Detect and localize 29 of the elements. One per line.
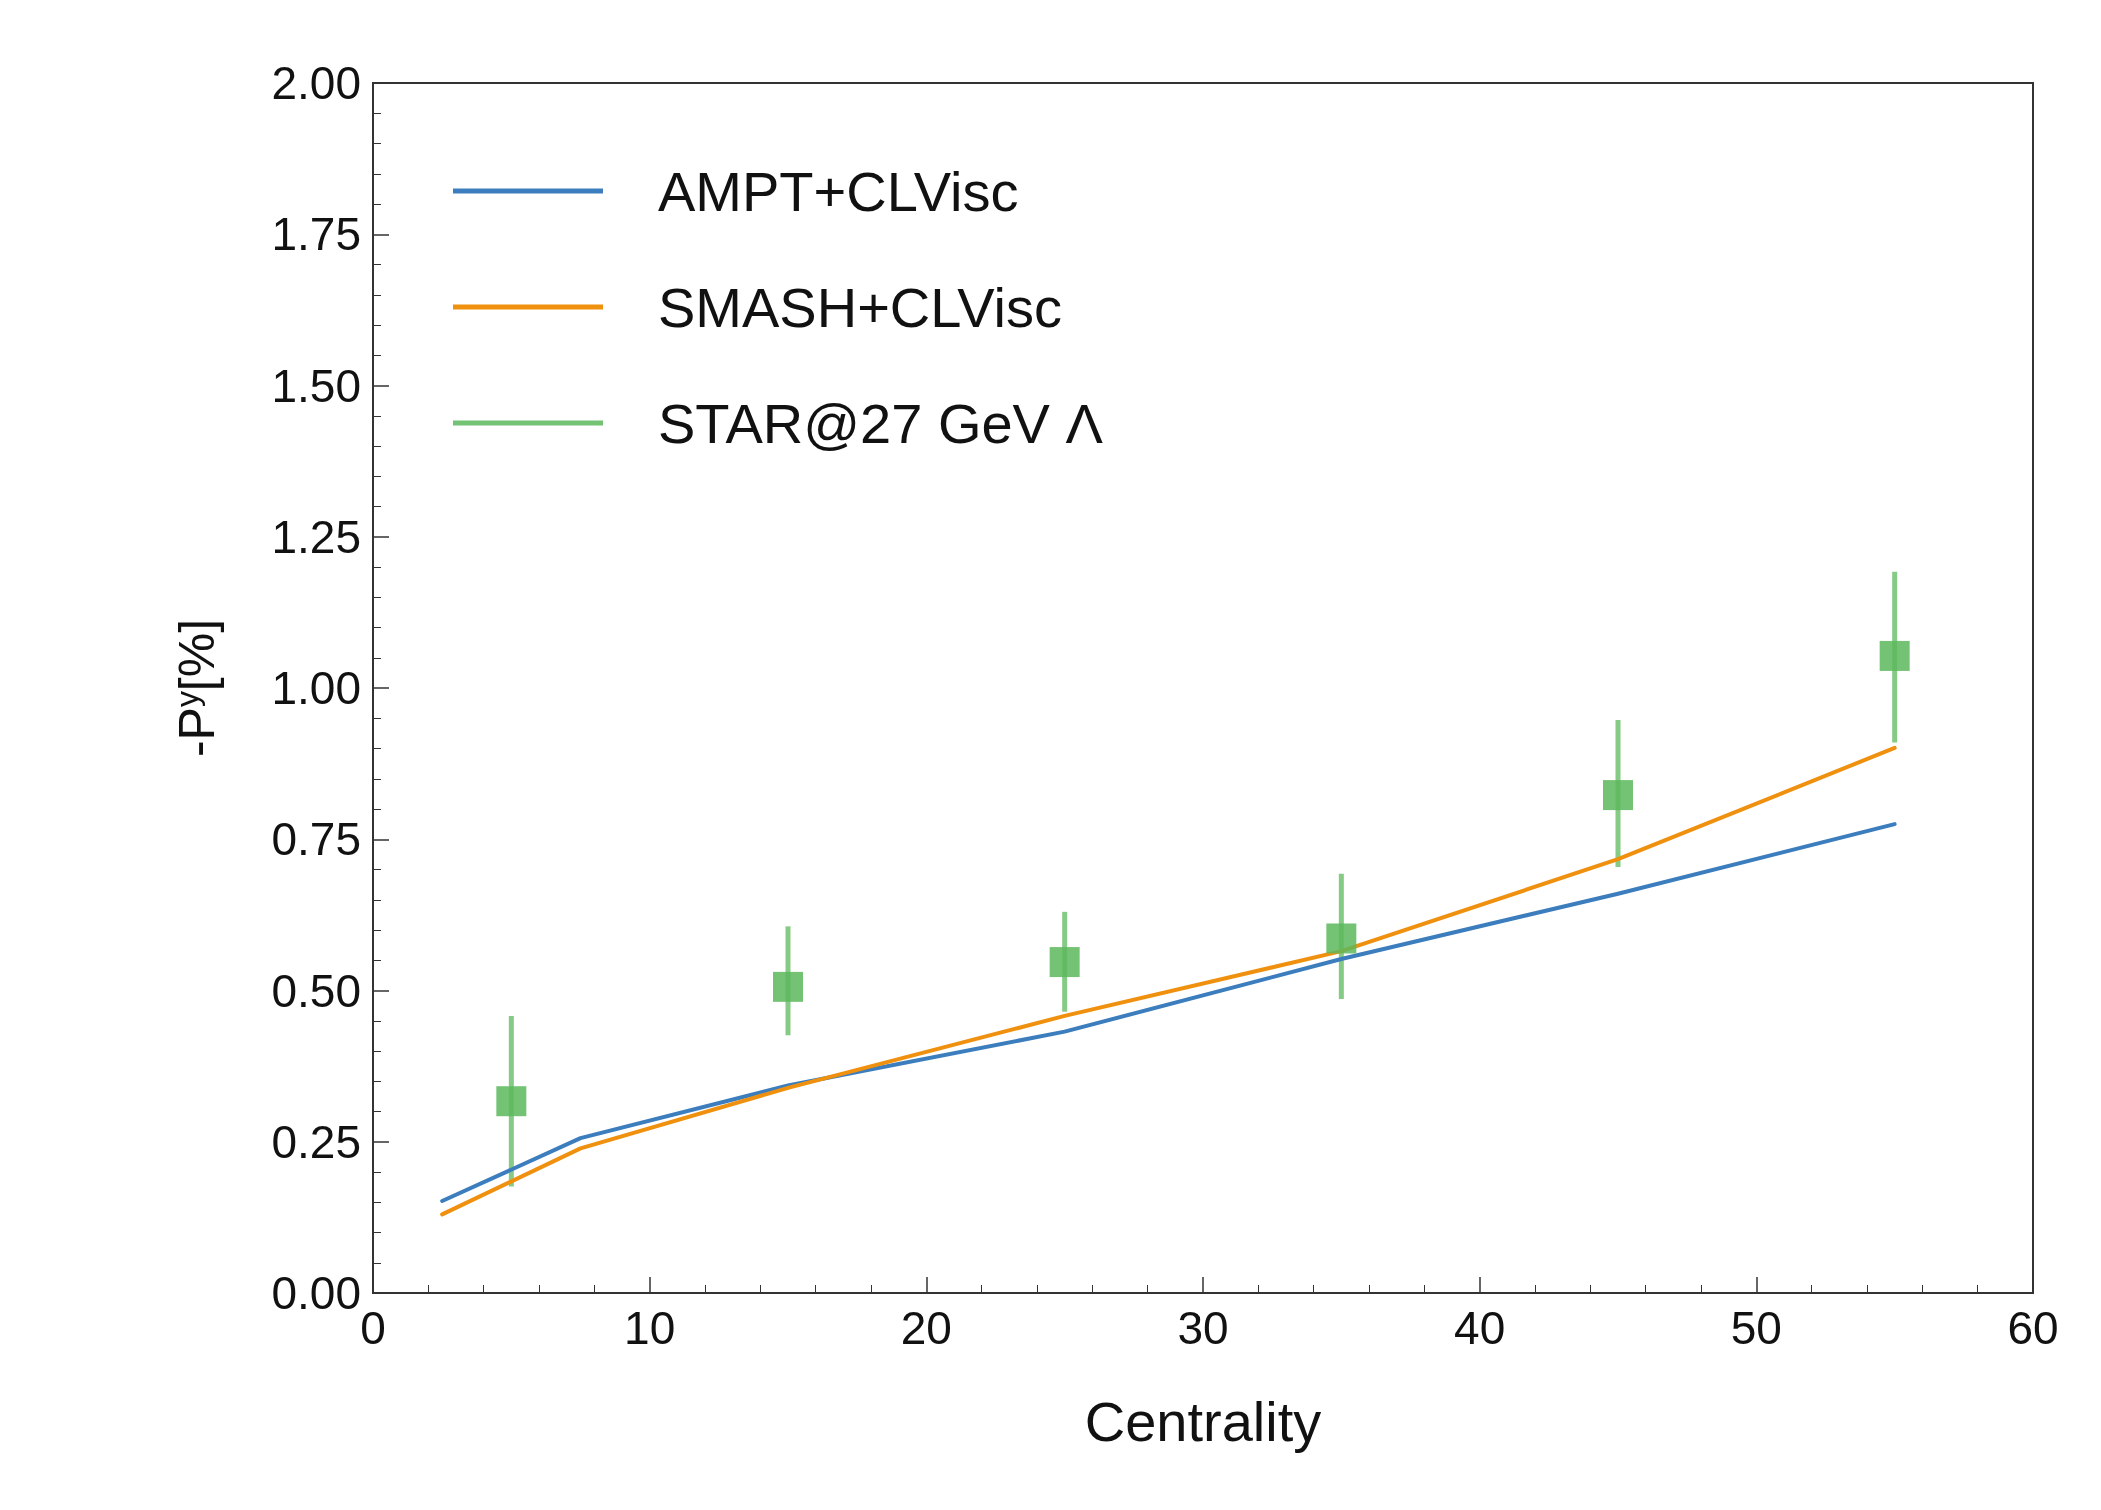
x-tick-label: 20: [900, 1302, 952, 1354]
x-tick-label: 0: [360, 1302, 386, 1354]
y-tick-label: 1.25: [271, 510, 361, 563]
x-tick-label: 50: [1730, 1302, 1782, 1354]
y-tick-label: 1.50: [271, 359, 361, 412]
point: [1879, 640, 1910, 671]
x-tick-label: 60: [2007, 1302, 2059, 1354]
point: [1326, 923, 1357, 954]
point: [1049, 947, 1080, 978]
y-tick-label: 1.00: [271, 662, 361, 714]
point: [1603, 780, 1633, 811]
legend-label: SMASH+CLVisc: [658, 275, 1063, 339]
legend-label: AMPT+CLVisc: [658, 159, 1019, 223]
legend-label: STAR@27 GeV Λ: [658, 391, 1104, 455]
x-axis-title: Centrality: [1084, 1389, 1322, 1453]
line-series: [440, 745, 1897, 1217]
y-tick-label: 2.00: [271, 57, 361, 109]
y-tick-label: 0.50: [271, 964, 361, 1017]
point: [773, 971, 803, 1002]
x-tick-label: 40: [1454, 1302, 1506, 1354]
y-tick-label: 0.75: [271, 813, 361, 866]
line-series: [440, 822, 1897, 1204]
x-tick-label: 10: [624, 1302, 676, 1354]
y-tick-label: 0.25: [271, 1115, 361, 1168]
y-axis-title: -Py[%]: [169, 618, 225, 758]
point: [496, 1086, 527, 1117]
y-tick-label: 0.00: [271, 1267, 361, 1319]
x-tick-label: 30: [1177, 1302, 1229, 1354]
y-tick-label: 1.75: [271, 208, 361, 261]
